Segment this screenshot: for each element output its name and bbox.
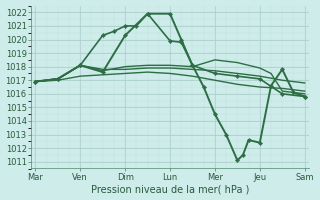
X-axis label: Pression niveau de la mer( hPa ): Pression niveau de la mer( hPa ) xyxy=(91,184,249,194)
